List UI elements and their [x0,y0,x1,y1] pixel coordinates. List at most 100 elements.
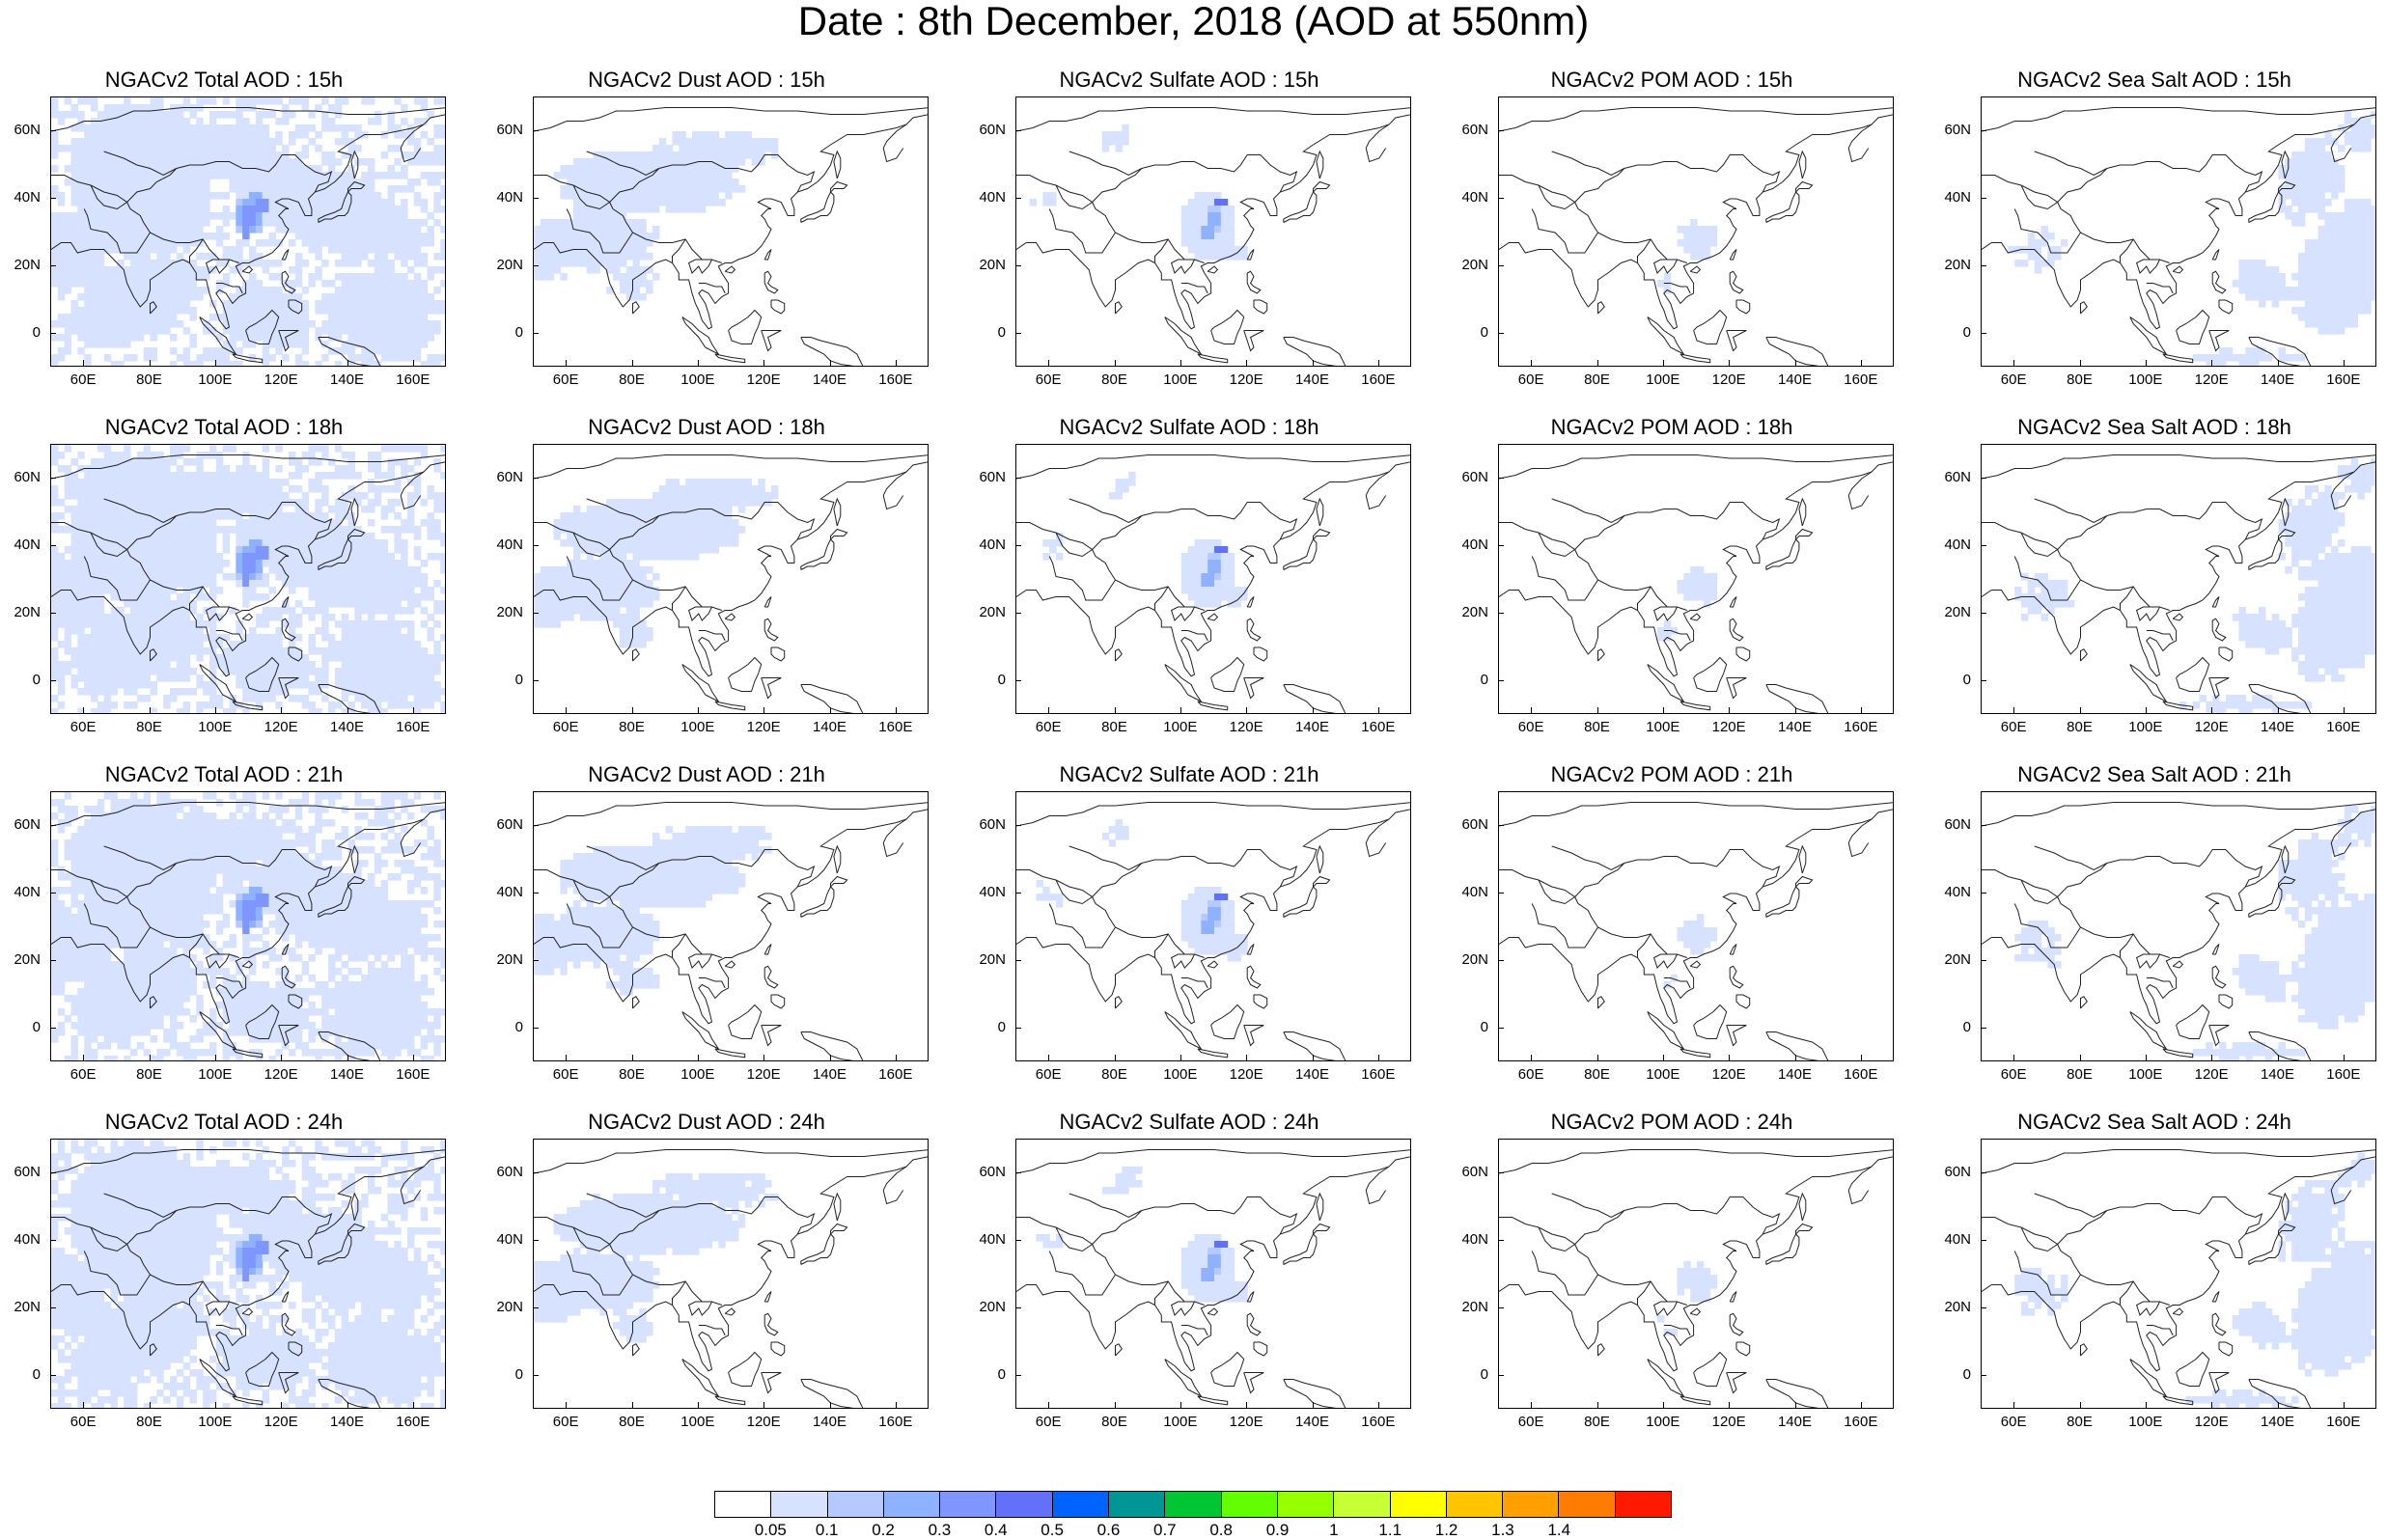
colorbar-label: 0.2 [872,1521,895,1539]
lat-tick-label: 0 [32,324,41,341]
lat-tick-label: 20N [1944,1299,1971,1315]
map-canvas [51,97,445,366]
lat-tick-label: 20N [1944,604,1971,620]
lon-tick-label: 140E [329,719,365,735]
lat-tick [1981,680,1986,681]
lon-tick-label: 80E [1101,371,1127,388]
lon-tick [2343,1055,2345,1061]
lon-tick [829,1402,831,1409]
lon-tick-label: 100E [198,1066,233,1083]
coastlines [1016,1149,1410,1408]
lat-tick [50,1240,56,1241]
map-panel-sulfate-3: NGACv2 Sulfate AOD : 24h 60N 40N 20N 0 60E 80E… [967,1110,1411,1430]
lon-tick-label: 140E [1777,719,1813,735]
coastlines [1982,802,2375,1060]
lat-tick [1981,198,1986,199]
lat-tick-label: 0 [514,324,523,341]
lat-tick [533,1028,539,1029]
panel-title: NGACv2 Dust AOD : 18h [588,415,825,439]
aod-field [2014,806,2375,1060]
lat-tick [1498,545,1504,546]
lon-tick-label: 120E [1229,371,1263,388]
lon-tick [1729,1402,1731,1409]
colorbar-label: 0.4 [984,1521,1008,1539]
lon-tick [2277,1402,2279,1409]
aod-map [1981,96,2376,367]
lon-tick-label: 120E [1711,719,1746,735]
lon-tick-label: 160E [396,371,430,388]
lon-tick-label: 80E [2067,1066,2093,1083]
lon-tick [1860,1055,1862,1061]
lat-tick [50,478,56,479]
map-panel-pom-3: NGACv2 POM AOD : 24h 60N 40N 20N 0 60E 80E 100E… [1450,1110,1894,1430]
lon-tick-label: 160E [2326,1066,2361,1083]
map-canvas [51,1140,445,1408]
lon-tick-label: 140E [812,371,847,388]
coastlines [1016,802,1410,1060]
lon-tick [631,707,633,714]
lat-tick [1015,545,1021,546]
map-panel-seasalt-2: NGACv2 Sea Salt AOD : 21h 60N 40N 20N 0 60E 80… [1932,762,2376,1083]
lat-tick [1015,613,1021,614]
lon-tick-label: 80E [619,1414,645,1430]
lon-tick-label: 60E [1035,719,1062,735]
lon-tick-label: 140E [812,1066,847,1083]
aod-map [1981,791,2376,1061]
lon-tick-label: 160E [1361,1414,1396,1430]
lat-tick-label: 0 [1480,324,1488,341]
lat-tick-label: 60N [1944,816,1971,833]
lat-tick-label: 40N [1944,1231,1971,1248]
lon-tick-label: 100E [1646,371,1680,388]
lon-tick-label: 120E [1711,371,1746,388]
lon-tick-label: 100E [680,1066,715,1083]
lon-tick [1662,1402,1664,1409]
lon-tick [763,707,765,714]
lon-tick-label: 60E [69,1414,97,1430]
lon-tick-label: 80E [136,1066,162,1083]
lat-tick [1498,680,1504,681]
lon-tick [2211,707,2213,714]
lon-tick-label: 140E [1777,1414,1813,1430]
lon-tick [697,1055,699,1061]
lat-tick [1498,1028,1504,1029]
aod-field [51,445,445,713]
lon-tick-label: 60E [2000,719,2027,735]
lon-tick-label: 140E [1294,1414,1330,1430]
colorbar-swatch [1390,1492,1447,1517]
lon-tick-label: 60E [1035,1414,1062,1430]
coastlines [534,107,928,366]
lat-tick-label: 60N [14,469,41,485]
aod-map [533,444,929,714]
lat-tick-label: 60N [496,122,523,138]
colorbar-swatch [1334,1492,1391,1517]
lat-tick [533,198,539,199]
lat-tick-label: 0 [514,1366,523,1383]
aod-field [51,792,445,1060]
aod-field [1029,124,1248,261]
lon-tick [1180,1055,1181,1061]
lon-tick [1596,1055,1598,1061]
lon-tick-label: 140E [329,371,365,388]
lat-tick [1015,1028,1021,1029]
lon-tick-label: 100E [198,1414,233,1430]
lat-tick-label: 60N [1461,1164,1488,1180]
lat-tick [533,613,539,614]
aod-map [1498,96,1894,367]
lon-tick-label: 80E [2067,1414,2093,1430]
aod-field [534,826,772,996]
lon-tick [1662,1055,1664,1061]
lon-tick-label: 120E [1229,1066,1263,1083]
lon-tick-label: 140E [329,1414,365,1430]
lat-tick-label: 0 [1480,1019,1488,1035]
lat-tick [1498,1307,1504,1308]
lon-tick [1860,707,1862,714]
lat-tick [1498,130,1504,131]
lat-tick-label: 60N [14,816,41,833]
lon-tick-label: 60E [552,1414,579,1430]
lat-tick [533,545,539,546]
lon-tick [697,707,699,714]
map-panel-pom-1: NGACv2 POM AOD : 18h 60N 40N 20N 0 60E 80E 100E… [1450,415,1894,735]
map-canvas [1499,802,1893,1060]
lon-tick [281,360,283,367]
lon-tick-label: 120E [1711,1066,1746,1083]
